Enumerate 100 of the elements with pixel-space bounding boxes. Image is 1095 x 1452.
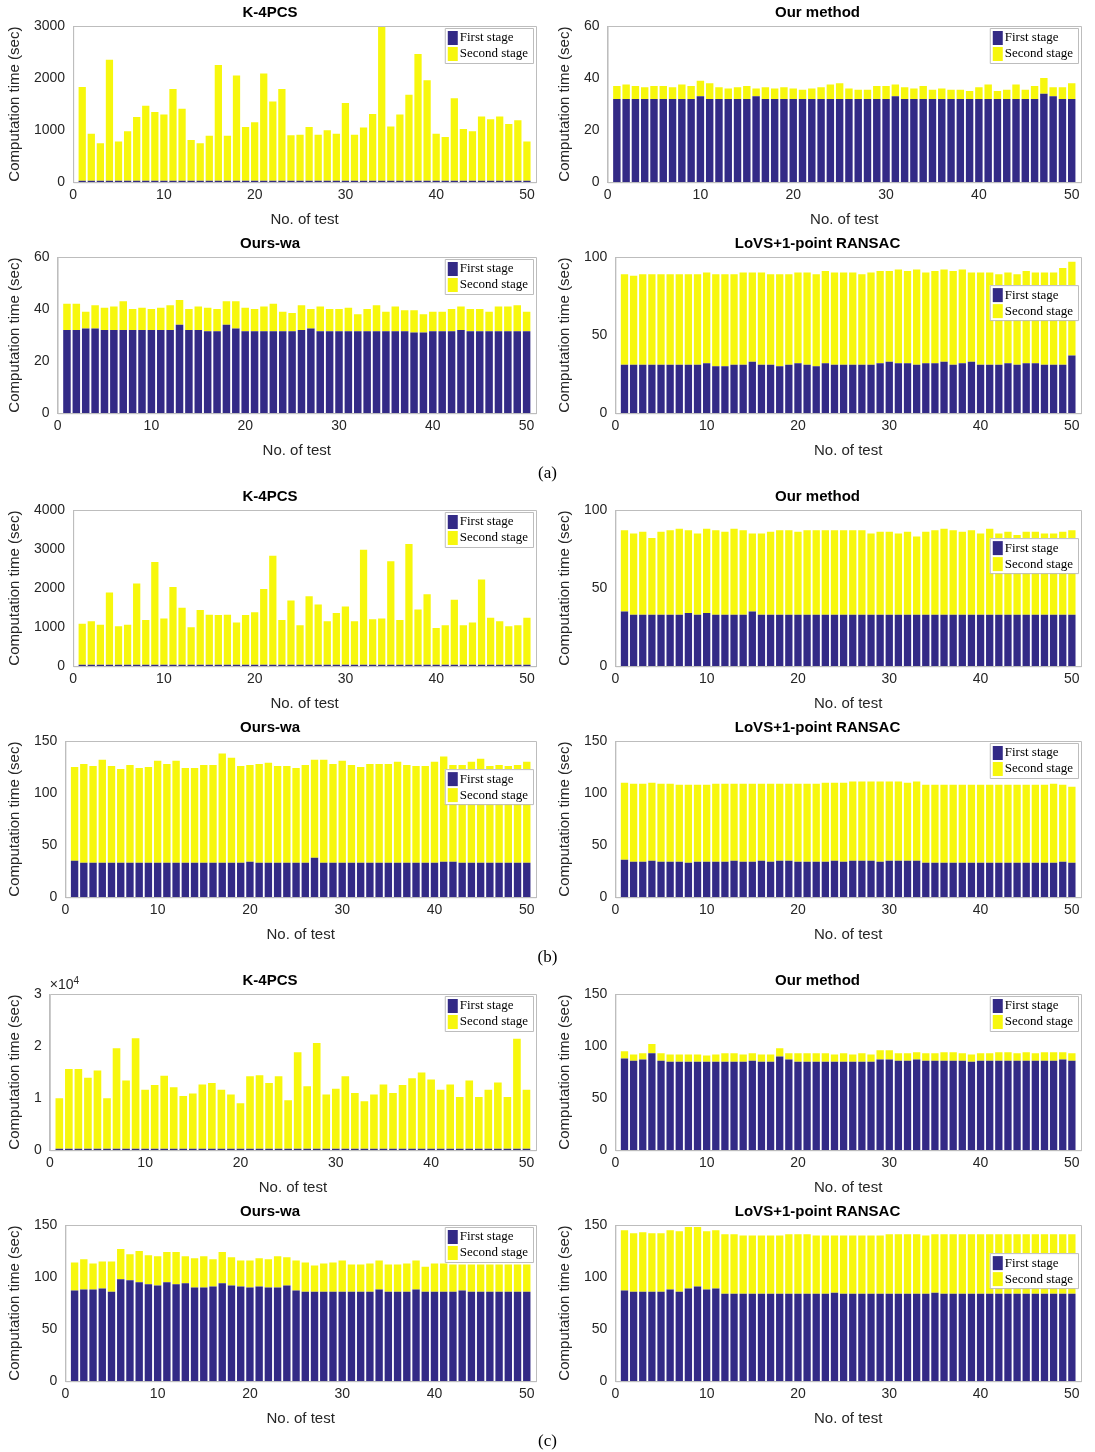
bar: [785, 274, 793, 365]
bar: [335, 331, 343, 414]
bar: [1022, 1052, 1030, 1061]
x-tick-label: 40: [428, 186, 445, 203]
bar: [325, 309, 334, 332]
bar: [112, 1048, 121, 1149]
x-tick-label: 50: [1064, 1385, 1080, 1402]
chart-title: Our method: [775, 3, 860, 21]
bar: [648, 1043, 656, 1054]
bar: [1040, 784, 1049, 863]
x-tick-label: 10: [698, 417, 715, 434]
bar: [205, 135, 213, 181]
legend-label: Second stage: [1004, 555, 1074, 571]
x-tick-label: 30: [881, 1385, 898, 1402]
bar: [138, 329, 146, 414]
bar: [650, 98, 658, 183]
x-tick-label: 50: [519, 670, 535, 687]
bar: [98, 759, 106, 863]
bar: [922, 862, 930, 898]
bar: [341, 103, 350, 181]
bar: [144, 767, 153, 863]
x-tick-label: 0: [611, 1154, 620, 1171]
bar: [830, 860, 839, 898]
bar: [359, 549, 368, 665]
bar: [329, 1262, 337, 1292]
bar: [323, 621, 331, 665]
bar: [703, 1061, 711, 1151]
chart-title: LoVS+1-point RANSAC: [734, 718, 901, 736]
bar: [748, 533, 756, 612]
bar: [913, 860, 921, 898]
bar: [620, 274, 629, 365]
bar: [693, 364, 702, 414]
bar: [412, 1260, 420, 1290]
bar: [696, 80, 705, 97]
bar: [1031, 1053, 1039, 1061]
bar: [659, 98, 667, 183]
x-tick-label: 40: [972, 417, 989, 434]
bar: [153, 862, 162, 898]
bar: [693, 1286, 702, 1382]
bar: [78, 86, 86, 181]
bar: [639, 1291, 647, 1382]
bar: [341, 606, 350, 665]
x-tick-label: 20: [246, 670, 263, 687]
x-tick-label: 30: [881, 901, 898, 918]
bar: [812, 1061, 820, 1151]
bar: [1049, 783, 1058, 863]
bar: [476, 862, 485, 898]
bar: [776, 366, 784, 414]
bar: [485, 311, 493, 332]
chart-title: Our method: [775, 487, 860, 505]
bar: [1068, 83, 1076, 99]
bar: [359, 127, 368, 181]
y-tick-label: 50: [591, 325, 608, 342]
chart-title: K-4PCS: [242, 3, 298, 21]
bar: [949, 530, 957, 615]
bar: [494, 331, 503, 414]
bar: [459, 625, 468, 665]
bar: [913, 614, 921, 667]
bar: [147, 309, 156, 330]
bar: [1068, 614, 1076, 667]
bar: [629, 614, 638, 667]
y-tick-label: 20: [583, 120, 600, 137]
bar: [347, 764, 356, 863]
bar: [485, 331, 493, 414]
bar: [503, 1097, 512, 1149]
bar: [849, 364, 857, 414]
bar: [297, 305, 306, 330]
bar: [739, 614, 747, 667]
bar: [486, 119, 495, 181]
bar: [310, 1291, 319, 1382]
bar: [301, 1291, 309, 1382]
bar: [712, 1230, 720, 1289]
bar: [631, 85, 640, 99]
y-tick-label: 0: [599, 404, 608, 421]
bar: [675, 1061, 683, 1151]
bar: [639, 861, 647, 898]
bar: [117, 1279, 125, 1382]
chart-title: K-4PCS: [242, 971, 298, 989]
bar: [785, 1293, 793, 1382]
bar: [175, 299, 184, 325]
bar: [338, 862, 346, 898]
text: (a): [537, 462, 558, 484]
bar: [798, 89, 807, 99]
bar: [1059, 1059, 1067, 1151]
bar: [310, 857, 319, 898]
x-tick-label: 50: [1064, 1154, 1080, 1171]
bar: [903, 363, 912, 414]
bar: [976, 1053, 985, 1061]
bar: [684, 1054, 693, 1062]
bar: [419, 332, 428, 414]
bar: [356, 862, 365, 898]
x-tick-label: 50: [1064, 417, 1080, 434]
bar: [1031, 862, 1039, 898]
bar: [620, 364, 629, 414]
bar: [338, 760, 346, 863]
bar: [153, 1256, 162, 1286]
bar: [241, 127, 250, 181]
x-tick-label: 50: [1063, 186, 1080, 203]
bar: [378, 618, 386, 665]
bar: [133, 583, 141, 665]
